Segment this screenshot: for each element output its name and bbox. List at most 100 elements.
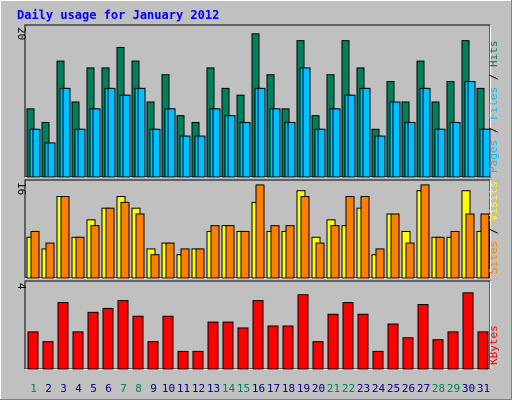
- x-tick-label-day-22: 22: [342, 382, 355, 395]
- bar-kbytes-day-30: [462, 292, 474, 370]
- bar-kbytes-day-3-rect: [57, 302, 69, 370]
- bar-kbytes-day-9: [147, 341, 159, 370]
- bar-pages-day-29: [452, 121, 461, 178]
- bar-kbytes-day-24-rect: [372, 350, 384, 370]
- x-tick-label-day-1: 1: [30, 382, 37, 395]
- bar-sites-day-8: [135, 213, 145, 279]
- bar-sites-day-25: [390, 213, 400, 279]
- bar-pages-day-24: [377, 135, 386, 178]
- x-tick-label-day-25: 25: [387, 382, 400, 395]
- x-tick-label-day-16: 16: [252, 382, 265, 395]
- x-tick-label-day-10: 10: [162, 382, 175, 395]
- bar-sites-day-21-rect: [330, 225, 340, 279]
- bar-kbytes-day-18-rect: [282, 325, 294, 370]
- bar-kbytes-day-19-rect: [297, 294, 309, 370]
- bar-sites-day-23-rect: [360, 196, 370, 279]
- bar-sites-day-18-rect: [285, 225, 295, 279]
- bar-kbytes-day-29-rect: [447, 331, 459, 370]
- bar-kbytes-day-13-rect: [207, 321, 219, 370]
- x-tick-label-day-17: 17: [267, 382, 280, 395]
- bar-pages-day-14: [227, 115, 236, 178]
- bar-sites-day-12: [195, 248, 205, 279]
- bar-sites-day-11: [180, 248, 190, 279]
- bar-sites-day-9-rect: [150, 254, 160, 279]
- x-tick-label-day-20: 20: [312, 382, 325, 395]
- bar-pages-day-28-rect: [437, 128, 446, 178]
- legend-sites: Sites: [487, 241, 500, 274]
- bar-sites-day-27-rect: [420, 184, 430, 279]
- bar-pages-day-20-rect: [317, 128, 326, 178]
- legend-files: Files: [487, 87, 500, 120]
- bar-kbytes-day-13: [207, 321, 219, 370]
- bar-kbytes-day-4: [72, 331, 84, 370]
- bar-pages-day-19: [302, 67, 311, 178]
- bar-sites-day-26: [405, 242, 415, 279]
- legend-pages: Pages: [487, 140, 500, 173]
- bar-pages-day-15: [242, 121, 251, 178]
- bar-kbytes-day-7-rect: [117, 300, 129, 370]
- x-tick-label-day-29: 29: [447, 382, 460, 395]
- bar-kbytes-day-12-rect: [192, 350, 204, 370]
- y-max-label: 20: [15, 27, 28, 40]
- bar-pages-day-14-rect: [227, 115, 236, 178]
- bar-sites-day-26-rect: [405, 242, 415, 279]
- bar-pages-day-8: [137, 87, 146, 178]
- bar-pages-day-4-rect: [77, 128, 86, 178]
- bar-sites-day-20-rect: [315, 242, 325, 279]
- bar-pages-day-30-rect: [467, 81, 476, 178]
- bar-pages-day-2: [47, 142, 56, 178]
- bar-sites-day-10-rect: [165, 242, 175, 279]
- bar-sites-day-27: [420, 184, 430, 279]
- bar-pages-day-21-rect: [332, 108, 341, 178]
- bar-sites-day-21: [330, 225, 340, 279]
- x-tick-label-day-27: 27: [417, 382, 430, 395]
- bar-pages-day-8-rect: [137, 87, 146, 178]
- bar-pages-day-3-rect: [62, 87, 71, 178]
- bar-pages-day-1-rect: [32, 128, 41, 178]
- series-legend: Pages / Files / Hits: [487, 41, 500, 174]
- bar-kbytes-day-2-rect: [42, 341, 54, 370]
- bar-kbytes-day-5-rect: [87, 311, 99, 370]
- bar-sites-day-4-rect: [75, 236, 85, 279]
- x-tick-label-day-26: 26: [402, 382, 415, 395]
- bar-pages-day-28: [437, 128, 446, 178]
- bar-sites-day-14-rect: [225, 225, 235, 279]
- bar-sites-day-29-rect: [450, 230, 460, 279]
- bar-kbytes-day-10: [162, 315, 174, 370]
- bar-kbytes-day-10-rect: [162, 315, 174, 370]
- bar-sites-day-16: [255, 184, 265, 279]
- y-max-label: 16: [15, 182, 28, 195]
- bar-sites-day-20: [315, 242, 325, 279]
- bar-pages-day-9-rect: [152, 128, 161, 178]
- bar-kbytes-day-5: [87, 311, 99, 370]
- bar-sites-day-28-rect: [435, 236, 445, 279]
- bar-sites-day-22: [345, 196, 355, 279]
- legend-separator: /: [487, 120, 500, 140]
- bar-sites-day-8-rect: [135, 213, 145, 279]
- bar-sites-day-31-rect: [480, 213, 490, 279]
- bar-kbytes-day-27: [417, 304, 429, 370]
- x-tick-label-day-15: 15: [237, 382, 250, 395]
- bar-kbytes-day-16: [252, 300, 264, 370]
- bar-kbytes-day-17: [267, 325, 279, 370]
- bar-pages-day-6: [107, 87, 116, 178]
- x-tick-label-day-8: 8: [135, 382, 142, 395]
- bar-sites-day-16-rect: [255, 184, 265, 279]
- x-tick-label-day-24: 24: [372, 382, 386, 395]
- bar-sites-day-13-rect: [210, 225, 220, 279]
- bar-pages-day-23: [362, 87, 371, 178]
- x-tick-label-day-21: 21: [327, 382, 340, 395]
- bar-kbytes-day-31: [477, 331, 489, 370]
- bar-pages-day-17: [272, 108, 281, 178]
- bar-sites-day-7-rect: [120, 201, 130, 279]
- bar-sites-day-3: [60, 196, 70, 279]
- bar-sites-day-3-rect: [60, 196, 70, 279]
- bar-kbytes-day-28: [432, 339, 444, 370]
- bar-sites-day-17-rect: [270, 225, 280, 279]
- bar-pages-day-1: [32, 128, 41, 178]
- bar-kbytes-day-1-rect: [27, 331, 39, 370]
- bar-pages-day-27-rect: [422, 87, 431, 178]
- bar-kbytes-day-2: [42, 341, 54, 370]
- bar-pages-day-15-rect: [242, 121, 251, 178]
